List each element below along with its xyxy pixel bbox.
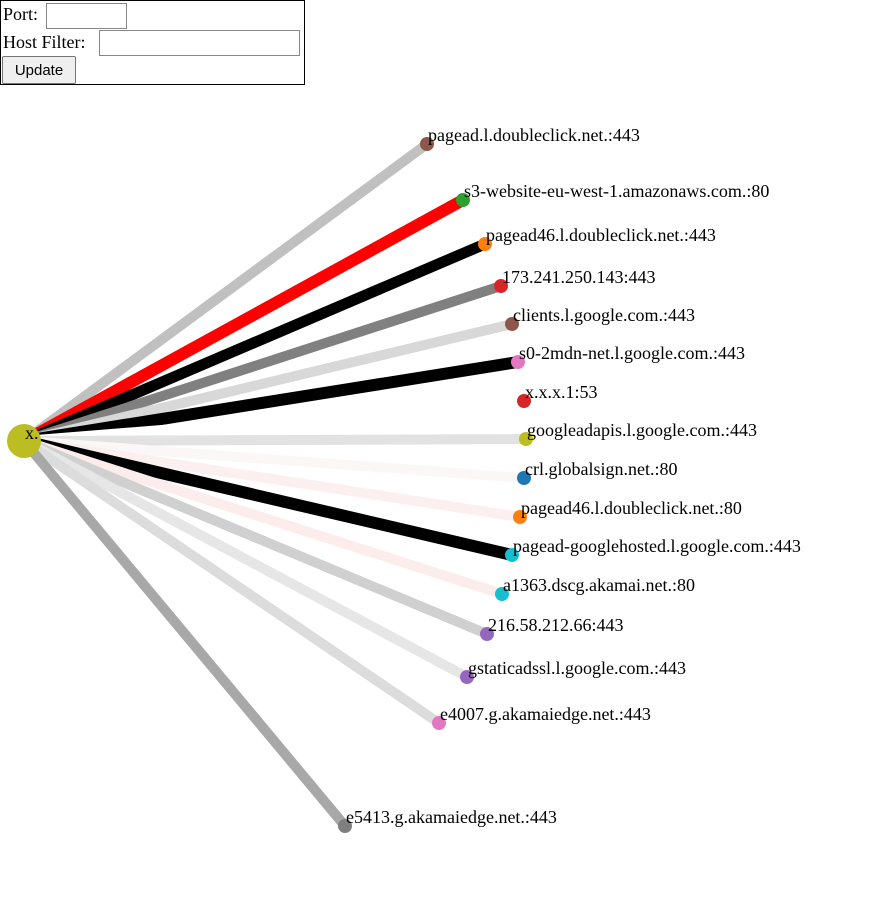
host-node (478, 237, 492, 251)
host-label: googleadapis.l.google.com.:443 (527, 420, 757, 440)
host-node (420, 137, 434, 151)
center-node (7, 424, 41, 458)
link (22, 319, 514, 446)
link (21, 194, 466, 447)
link (20, 437, 349, 830)
link (23, 356, 519, 447)
host-node (456, 193, 470, 207)
link (23, 396, 525, 446)
host-label: crl.globalsign.net.:80 (525, 459, 677, 479)
link (22, 436, 489, 639)
link (21, 436, 442, 728)
host-label: e4007.g.akamaiedge.net.:443 (440, 704, 651, 724)
host-node (519, 432, 533, 446)
port-input[interactable] (46, 3, 127, 29)
link (22, 435, 514, 561)
host-node (505, 548, 519, 562)
host-node (432, 716, 446, 730)
host-filter-label: Host Filter: (3, 32, 86, 52)
host-label: pagead-googlehosted.l.google.com.:443 (513, 536, 801, 556)
host-label: clients.l.google.com.:443 (513, 305, 695, 325)
host-node (511, 355, 525, 369)
host-node (517, 394, 531, 408)
host-filter-input[interactable] (99, 30, 300, 56)
host-label: 216.58.212.66:443 (488, 615, 624, 635)
host-node (495, 587, 509, 601)
filter-form: Port: Host Filter: Update (0, 0, 305, 85)
link (23, 434, 527, 446)
host-label: pagead.l.doubleclick.net.:443 (428, 125, 640, 145)
host-node (517, 471, 531, 485)
host-label: pagead46.l.doubleclick.net.:80 (521, 498, 742, 518)
host-node (338, 819, 352, 833)
host-node (505, 317, 519, 331)
link (21, 436, 470, 682)
port-label: Port: (3, 4, 39, 24)
center-label: x. (25, 423, 39, 443)
host-label: gstaticadssl.l.google.com.:443 (468, 658, 686, 678)
link (22, 281, 503, 446)
host-label: x.x.x.1:53 (525, 382, 598, 402)
host-label: pagead46.l.doubleclick.net.:443 (486, 225, 716, 245)
link (22, 436, 504, 599)
host-label: s0-2mdn-net.l.google.com.:443 (519, 343, 745, 363)
link (23, 436, 525, 483)
host-label: 173.241.250.143:443 (502, 267, 656, 287)
host-label: e5413.g.akamaiedge.net.:443 (346, 807, 557, 827)
link (21, 238, 488, 447)
host-node (460, 670, 474, 684)
host-node (480, 627, 494, 641)
host-label: a1363.dscg.akamai.net.:80 (503, 575, 695, 595)
host-label: s3-website-eu-west-1.amazonaws.com.:80 (464, 181, 769, 201)
link (23, 436, 521, 522)
host-node (513, 510, 527, 524)
update-button[interactable]: Update (2, 56, 76, 84)
link (21, 139, 430, 446)
host-node (494, 279, 508, 293)
